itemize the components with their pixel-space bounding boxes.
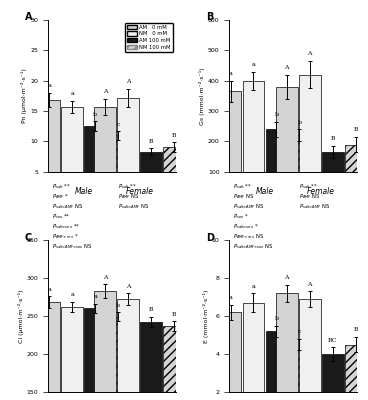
Text: A: A <box>103 89 107 94</box>
Text: B: B <box>172 312 177 317</box>
Text: $P_{\mathrm{sex}}$ **: $P_{\mathrm{sex}}$ ** <box>52 212 70 221</box>
Bar <box>61 307 83 400</box>
Text: $P_{\mathrm{salt × AMF}}$ NS: $P_{\mathrm{salt × AMF}}$ NS <box>118 202 149 211</box>
Text: $P_{\mathrm{salt × AMF}}$ NS: $P_{\mathrm{salt × AMF}}$ NS <box>299 202 331 211</box>
Bar <box>345 344 367 400</box>
Text: B: B <box>353 127 358 132</box>
Bar <box>140 152 162 202</box>
Text: c: c <box>298 329 301 334</box>
Text: a: a <box>70 91 74 96</box>
Text: a: a <box>229 295 232 300</box>
Text: a: a <box>93 294 97 299</box>
Text: $P_{\mathrm{salt × AMF × sex}}$ NS: $P_{\mathrm{salt × AMF × sex}}$ NS <box>233 242 274 251</box>
Bar <box>84 308 106 400</box>
Text: A: A <box>126 79 131 84</box>
Text: Female: Female <box>307 187 335 196</box>
Text: B: B <box>353 328 358 332</box>
Y-axis label: Gs (mmol·m⁻²·s⁻¹): Gs (mmol·m⁻²·s⁻¹) <box>199 67 205 125</box>
Bar <box>163 326 185 400</box>
Bar <box>117 98 139 202</box>
Text: A: A <box>284 275 289 280</box>
Text: a: a <box>47 287 51 292</box>
Text: a: a <box>70 292 74 297</box>
Text: Male: Male <box>75 187 93 196</box>
Text: B: B <box>330 136 335 142</box>
Text: a: a <box>252 284 255 289</box>
Bar <box>220 91 241 202</box>
Bar <box>243 81 265 202</box>
Bar <box>266 129 287 202</box>
Text: $P_{\mathrm{salt}}$ **: $P_{\mathrm{salt}}$ ** <box>299 182 318 191</box>
Text: b: b <box>93 112 97 117</box>
Bar <box>140 322 162 400</box>
Text: $P_{\mathrm{AMF}}$ *: $P_{\mathrm{AMF}}$ * <box>52 192 69 201</box>
Text: b: b <box>275 112 279 117</box>
Text: $P_{\mathrm{AMF × sex}}$ NS: $P_{\mathrm{AMF × sex}}$ NS <box>233 232 264 241</box>
Bar <box>107 135 129 202</box>
Text: B: B <box>149 138 153 144</box>
Bar <box>61 107 83 202</box>
Text: $P_{\mathrm{AMF}}$ NS: $P_{\mathrm{AMF}}$ NS <box>118 192 140 201</box>
Bar <box>276 293 298 400</box>
Text: $P_{\mathrm{salt × AMF × sex}}$ NS: $P_{\mathrm{salt × AMF × sex}}$ NS <box>52 242 92 251</box>
Bar <box>84 126 106 202</box>
Bar <box>322 152 344 202</box>
Text: A: A <box>307 52 312 56</box>
Y-axis label: Pn (μmol·m⁻²·s⁻¹): Pn (μmol·m⁻²·s⁻¹) <box>21 68 28 123</box>
Text: $P_{\mathrm{salt}}$ **: $P_{\mathrm{salt}}$ ** <box>118 182 137 191</box>
Text: $P_{\mathrm{salt × sex}}$ *: $P_{\mathrm{salt × sex}}$ * <box>233 222 258 231</box>
Text: A: A <box>284 65 289 70</box>
Text: $P_{\mathrm{AMF}}$ NS: $P_{\mathrm{AMF}}$ NS <box>233 192 255 201</box>
Bar <box>95 291 116 400</box>
Text: $P_{\mathrm{salt × AMF}}$ NS: $P_{\mathrm{salt × AMF}}$ NS <box>52 202 83 211</box>
Bar <box>107 317 129 400</box>
Text: a: a <box>47 83 51 88</box>
Bar <box>276 87 298 202</box>
Bar <box>289 135 310 202</box>
Text: A: A <box>103 275 107 280</box>
Text: D: D <box>206 232 214 242</box>
Text: Male: Male <box>256 187 274 196</box>
Bar <box>220 312 241 400</box>
Bar <box>299 75 321 202</box>
Text: a: a <box>229 71 232 76</box>
Text: $P_{\mathrm{sex}}$ *: $P_{\mathrm{sex}}$ * <box>233 212 249 221</box>
Text: b: b <box>297 120 301 125</box>
Text: a: a <box>252 62 255 67</box>
Bar <box>322 354 344 400</box>
Text: $P_{\mathrm{AMF × sex}}$ *: $P_{\mathrm{AMF × sex}}$ * <box>52 232 78 241</box>
Text: B: B <box>172 132 177 138</box>
Bar <box>266 331 287 400</box>
Text: A: A <box>307 282 312 287</box>
Text: $P_{\mathrm{AMF}}$ NS: $P_{\mathrm{AMF}}$ NS <box>299 192 321 201</box>
Bar <box>299 299 321 400</box>
Bar <box>289 344 310 400</box>
Bar <box>38 100 60 202</box>
Bar <box>345 144 367 202</box>
Bar <box>243 303 265 400</box>
Text: b: b <box>116 303 120 308</box>
Text: Female: Female <box>126 187 154 196</box>
Bar <box>117 299 139 400</box>
Text: B: B <box>206 12 213 22</box>
Y-axis label: Ci (μmol·m⁻²·s⁻¹): Ci (μmol·m⁻²·s⁻¹) <box>18 289 24 343</box>
Legend: AM   0 mM, NM   0 mM, AM 100 mM, NM 100 mM: AM 0 mM, NM 0 mM, AM 100 mM, NM 100 mM <box>124 23 173 52</box>
Text: $P_{\mathrm{salt}}$ **: $P_{\mathrm{salt}}$ ** <box>52 182 70 191</box>
Text: BC: BC <box>328 338 337 343</box>
Bar <box>163 147 185 202</box>
Text: $P_{\mathrm{salt}}$ **: $P_{\mathrm{salt}}$ ** <box>233 182 252 191</box>
Text: b: b <box>275 316 279 321</box>
Text: A: A <box>25 12 32 22</box>
Text: C: C <box>25 232 32 242</box>
Text: $P_{\mathrm{salt × AMF}}$ NS: $P_{\mathrm{salt × AMF}}$ NS <box>233 202 264 211</box>
Text: B: B <box>149 307 153 312</box>
Bar <box>38 302 60 400</box>
Text: A: A <box>126 284 131 289</box>
Bar <box>95 107 116 202</box>
Text: c: c <box>116 122 120 126</box>
Text: $P_{\mathrm{salt × sex}}$ **: $P_{\mathrm{salt × sex}}$ ** <box>52 222 79 231</box>
Y-axis label: E (mmol·m⁻²·s⁻¹): E (mmol·m⁻²·s⁻¹) <box>203 289 209 343</box>
